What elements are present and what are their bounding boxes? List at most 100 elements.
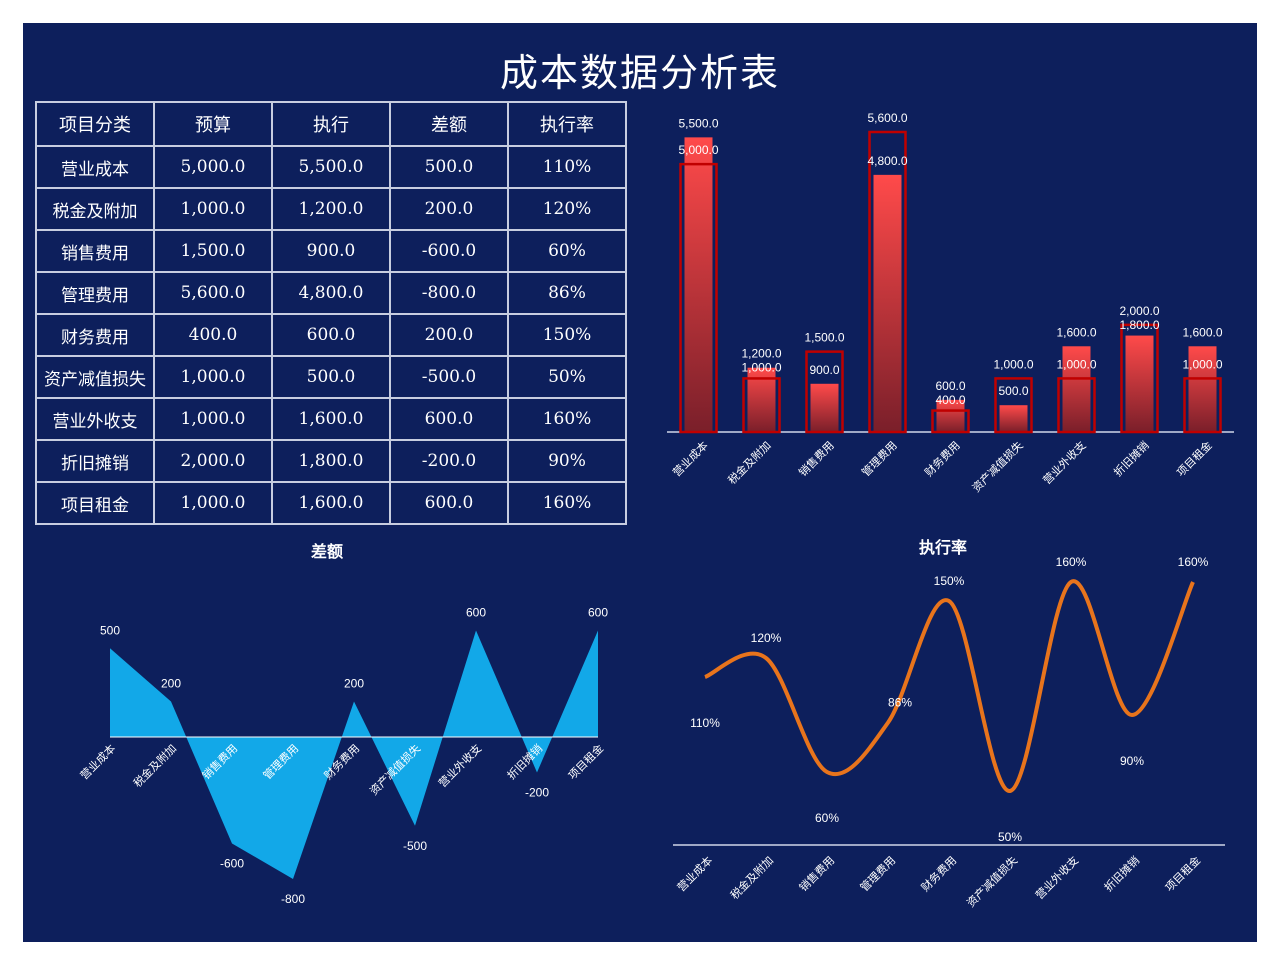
header-actual: 执行	[271, 101, 391, 147]
difference-value-label: 600	[588, 606, 608, 620]
table-row: 折旧摊销 2,000.0 1,800.0 -200.0 90%	[35, 439, 627, 483]
cell-actual: 1,200.0	[271, 187, 391, 231]
cell-rate: 86%	[507, 271, 627, 315]
rate-value-label: 160%	[1178, 555, 1209, 569]
actual-bar	[810, 383, 839, 432]
table-row: 营业成本 5,000.0 5,500.0 500.0 110%	[35, 145, 627, 189]
budget-bar	[805, 350, 844, 434]
cell-rate: 160%	[507, 481, 627, 525]
cost-data-table: 项目分类 预算 执行 差额 执行率 营业成本 5,000.0 5,500.0 500.…	[35, 101, 627, 525]
cell-budget: 1,000.0	[153, 481, 273, 525]
budget-value-label: 1,000.0	[993, 357, 1033, 371]
table-row: 项目租金 1,000.0 1,600.0 600.0 160%	[35, 481, 627, 525]
category-label: 销售费用	[796, 438, 837, 479]
cell-budget: 1,000.0	[153, 187, 273, 231]
cell-category: 项目租金	[35, 481, 155, 525]
cell-rate: 90%	[507, 439, 627, 483]
category-label: 项目租金	[565, 741, 606, 782]
difference-area-chart: 差额500营业成本200税金及附加-600销售费用-800管理费用200财务费用…	[77, 542, 608, 906]
cell-rate: 110%	[507, 145, 627, 189]
header-category: 项目分类	[35, 101, 155, 147]
budget-bar	[1057, 377, 1096, 434]
cell-category: 折旧摊销	[35, 439, 155, 483]
category-label: 财务费用	[918, 853, 959, 894]
actual-bar	[873, 174, 902, 432]
header-execution-rate: 执行率	[507, 101, 627, 147]
cell-budget: 1,000.0	[153, 355, 273, 399]
budget-bar	[1120, 323, 1159, 434]
rate-value-label: 60%	[815, 811, 839, 825]
budget-value-label: 1,000.0	[1056, 357, 1096, 371]
actual-bar	[1188, 346, 1217, 432]
category-label: 营业外收支	[1040, 438, 1089, 487]
actual-value-label: 1,600.0	[1182, 325, 1222, 339]
cell-difference: -200.0	[389, 439, 509, 483]
cell-category: 营业成本	[35, 145, 155, 189]
category-label: 折旧摊销	[1111, 438, 1152, 479]
category-label: 税金及附加	[725, 438, 774, 487]
cell-category: 管理费用	[35, 271, 155, 315]
actual-bar	[936, 399, 965, 432]
actual-value-label: 1,800.0	[1119, 318, 1159, 332]
cell-difference: 200.0	[389, 187, 509, 231]
cell-category: 资产减值损失	[35, 355, 155, 399]
table-row: 资产减值损失 1,000.0 500.0 -500.0 50%	[35, 355, 627, 399]
budget-value-label: 400.0	[935, 393, 965, 407]
category-label: 项目租金	[1162, 853, 1203, 894]
cell-rate: 60%	[507, 229, 627, 273]
cell-actual: 600.0	[271, 313, 391, 357]
cell-budget: 5,000.0	[153, 145, 273, 189]
category-label: 营业成本	[670, 438, 711, 479]
cell-rate: 50%	[507, 355, 627, 399]
cell-rate: 160%	[507, 397, 627, 441]
difference-value-label: -200	[525, 786, 549, 800]
cell-category: 营业外收支	[35, 397, 155, 441]
rate-value-label: 120%	[751, 631, 782, 645]
category-label: 资产减值损失	[969, 438, 1026, 495]
budget-value-label: 1,500.0	[804, 331, 844, 345]
actual-value-label: 5,500.0	[678, 116, 718, 130]
cell-budget: 2,000.0	[153, 439, 273, 483]
cell-budget: 400.0	[153, 313, 273, 357]
cell-category: 销售费用	[35, 229, 155, 273]
budget-bar	[742, 377, 781, 434]
table-header-row: 项目分类 预算 执行 差额 执行率	[35, 101, 627, 147]
category-label: 营业外收支	[1032, 853, 1081, 902]
table-row: 财务费用 400.0 600.0 200.0 150%	[35, 313, 627, 357]
cell-difference: -600.0	[389, 229, 509, 273]
budget-bar	[994, 377, 1033, 434]
difference-value-label: -600	[220, 857, 244, 871]
table-row: 销售费用 1,500.0 900.0 -600.0 60%	[35, 229, 627, 273]
actual-value-label: 1,200.0	[741, 347, 781, 361]
category-label: 税金及附加	[130, 741, 179, 790]
cell-actual: 1,600.0	[271, 481, 391, 525]
budget-value-label: 1,000.0	[1182, 357, 1222, 371]
category-label: 财务费用	[922, 438, 963, 479]
budget-value-label: 5,000.0	[678, 143, 718, 157]
actual-bar	[684, 137, 713, 432]
cell-actual: 900.0	[271, 229, 391, 273]
difference-value-label: 500	[100, 623, 120, 637]
category-label: 折旧摊销	[1101, 853, 1142, 894]
table-row: 税金及附加 1,000.0 1,200.0 200.0 120%	[35, 187, 627, 231]
budget-bar	[868, 130, 907, 434]
cell-rate: 150%	[507, 313, 627, 357]
category-label: 资产减值损失	[964, 853, 1021, 910]
table-row: 营业外收支 1,000.0 1,600.0 600.0 160%	[35, 397, 627, 441]
budget-value-label: 1,000.0	[741, 361, 781, 375]
cell-budget: 1,000.0	[153, 397, 273, 441]
cell-category: 财务费用	[35, 313, 155, 357]
category-label: 营业成本	[77, 741, 118, 782]
table-body: 营业成本 5,000.0 5,500.0 500.0 110% 税金及附加 1,000.0 1…	[35, 145, 627, 525]
cell-actual: 500.0	[271, 355, 391, 399]
budget-bar	[1183, 377, 1222, 434]
rate-value-label: 50%	[998, 830, 1022, 844]
actual-value-label: 600.0	[935, 379, 965, 393]
difference-chart-title: 差额	[311, 542, 343, 561]
difference-area	[110, 630, 598, 879]
actual-value-label: 900.0	[809, 363, 839, 377]
actual-value-label: 1,600.0	[1056, 325, 1096, 339]
header-difference: 差额	[389, 101, 509, 147]
budget-value-label: 2,000.0	[1119, 304, 1159, 318]
